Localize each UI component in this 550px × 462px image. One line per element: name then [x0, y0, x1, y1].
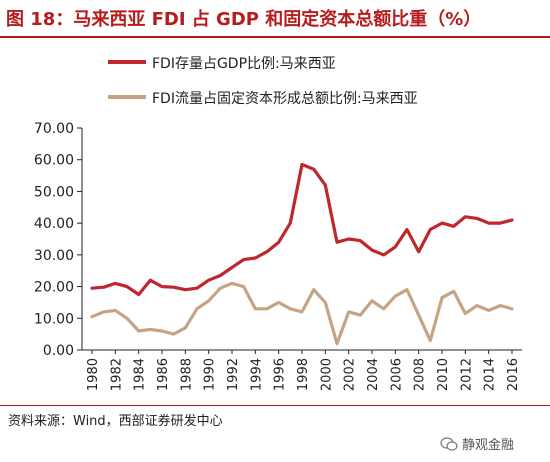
x-tick-label: 2008	[413, 358, 428, 391]
y-tick-label: 10.00	[34, 311, 74, 327]
chart-title: 图 18：马来西亚 FDI 占 GDP 和固定资本总额比重（%）	[6, 9, 482, 30]
x-tick-label: 2000	[319, 358, 334, 391]
line-chart: FDI存量占GDP比例:马来西亚 FDI流量占固定资本形成总额比例:马来西亚 0…	[34, 56, 522, 391]
legend-label-series2: FDI流量占固定资本形成总额比例:马来西亚	[152, 91, 418, 107]
x-tick-label: 2010	[436, 358, 451, 391]
x-tick-label: 1988	[179, 358, 194, 391]
x-tick-label: 1980	[86, 358, 101, 391]
x-tick-label: 1990	[203, 358, 218, 391]
x-tick-label: 1982	[109, 358, 124, 391]
watermark: 静观金融	[440, 434, 514, 453]
x-tick-label: 2016	[506, 358, 521, 391]
y-tick-label: 30.00	[34, 248, 74, 264]
series-line-1	[90, 162, 514, 297]
y-tick-label: 50.00	[34, 184, 74, 200]
x-axis: 1980 1982 1984 1986 1988 1990 1992 1994 1996 1998…	[82, 349, 522, 391]
x-tick-label: 1994	[249, 358, 264, 391]
y-axis: 0.00 10.00 20.00 30.00 40.00 50.00 60.00 70.00	[34, 121, 83, 359]
y-tick-label: 70.00	[34, 121, 74, 137]
footer-divider	[0, 405, 550, 406]
x-tick-label: 2014	[483, 358, 498, 391]
watermark-text: 静观金融	[462, 438, 515, 453]
x-tick-label: 2006	[389, 358, 404, 391]
x-tick-label: 1992	[226, 358, 241, 391]
title-divider	[0, 36, 550, 38]
series-lines	[90, 162, 514, 346]
wechat-icon	[440, 436, 458, 451]
legend: FDI存量占GDP比例:马来西亚 FDI流量占固定资本形成总额比例:马来西亚	[108, 56, 418, 107]
x-tick-label: 1984	[133, 358, 148, 391]
source-note: 资料来源：Wind，西部证券研发中心	[8, 414, 223, 429]
series-line-2	[90, 281, 514, 346]
x-tick-label: 1986	[156, 358, 171, 391]
y-tick-label: 60.00	[34, 153, 74, 169]
y-tick-label: 20.00	[34, 280, 74, 296]
y-tick-label: 0.00	[43, 343, 74, 359]
legend-label-series1: FDI存量占GDP比例:马来西亚	[152, 56, 336, 72]
x-tick-label: 1996	[273, 358, 288, 391]
x-tick-label: 2002	[343, 358, 358, 391]
y-tick-label: 40.00	[34, 216, 74, 232]
x-tick-label: 2012	[459, 358, 474, 391]
x-tick-label: 1998	[296, 358, 311, 391]
x-tick-label: 2004	[366, 358, 381, 391]
